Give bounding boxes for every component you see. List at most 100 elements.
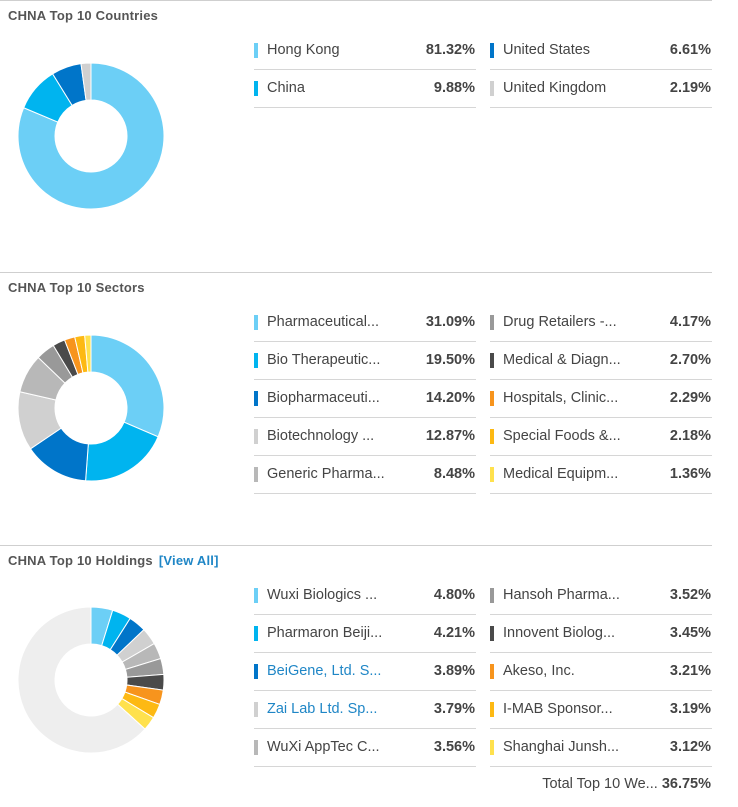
legend-swatch bbox=[254, 43, 258, 58]
legend-swatch bbox=[254, 467, 258, 482]
legend-row: Innovent Biolog... 3.45% bbox=[490, 615, 712, 653]
total-weight: Total Top 10 We... 36.75% bbox=[542, 776, 711, 792]
legend-label: Bio Therapeutic... bbox=[267, 352, 381, 368]
legend-label: China bbox=[267, 80, 305, 96]
legend-value: 4.21% bbox=[433, 625, 475, 641]
holding-link[interactable]: BeiGene, Ltd. S... bbox=[267, 663, 382, 679]
legend-label: Medical Equipm... bbox=[503, 466, 619, 482]
legend-value: 9.88% bbox=[433, 80, 475, 96]
legend-row: Wuxi Biologics ... 4.80% bbox=[254, 577, 476, 615]
legend-row: WuXi AppTec C... 3.56% bbox=[254, 729, 476, 767]
legend-value: 3.12% bbox=[669, 739, 711, 755]
holdings-donut-chart bbox=[17, 606, 165, 754]
legend-label: Generic Pharma... bbox=[267, 466, 385, 482]
legend-value: 3.21% bbox=[669, 663, 711, 679]
legend-swatch bbox=[254, 353, 258, 368]
legend-row-hong-kong: Hong Kong 81.32% bbox=[254, 32, 476, 70]
legend-label: Biotechnology ... bbox=[267, 428, 375, 444]
holdings-title-text: CHNA Top 10 Holdings bbox=[8, 553, 153, 568]
legend-swatch bbox=[490, 43, 494, 58]
donut-slice bbox=[80, 62, 92, 101]
legend-swatch bbox=[490, 315, 494, 330]
legend-label: Wuxi Biologics ... bbox=[267, 587, 378, 603]
legend-value: 2.29% bbox=[669, 390, 711, 406]
holdings-title: CHNA Top 10 Holdings [View All] bbox=[8, 553, 219, 568]
legend-label: United States bbox=[503, 42, 591, 58]
legend-value: 3.79% bbox=[433, 701, 475, 717]
legend-row: Hospitals, Clinic... 2.29% bbox=[490, 380, 712, 418]
legend-value: 3.45% bbox=[669, 625, 711, 641]
legend-value: 3.52% bbox=[669, 587, 711, 603]
section-divider bbox=[0, 545, 712, 546]
legend-value: 31.09% bbox=[425, 314, 475, 330]
donut-slice bbox=[90, 334, 165, 438]
legend-value: 4.80% bbox=[433, 587, 475, 603]
legend-label: Shanghai Junsh... bbox=[503, 739, 620, 755]
legend-swatch bbox=[490, 467, 494, 482]
donut-slice bbox=[84, 334, 92, 373]
legend-row-china: China 9.88% bbox=[254, 70, 476, 108]
legend-label: I-MAB Sponsor... bbox=[503, 701, 613, 717]
section-divider bbox=[0, 0, 712, 1]
legend-value: 8.48% bbox=[433, 466, 475, 482]
sectors-title: CHNA Top 10 Sectors bbox=[8, 280, 145, 295]
total-value: 36.75% bbox=[661, 776, 711, 792]
section-divider bbox=[0, 272, 712, 273]
legend-swatch bbox=[490, 588, 494, 603]
legend-row-united-kingdom: United Kingdom 2.19% bbox=[490, 70, 712, 108]
legend-row: Akeso, Inc. 3.21% bbox=[490, 653, 712, 691]
legend-value: 12.87% bbox=[425, 428, 475, 444]
legend-row: Pharmaceutical... 31.09% bbox=[254, 304, 476, 342]
legend-label: Pharmaceutical... bbox=[267, 314, 380, 330]
legend-row: I-MAB Sponsor... 3.19% bbox=[490, 691, 712, 729]
legend-label: United Kingdom bbox=[503, 80, 607, 96]
legend-swatch bbox=[490, 391, 494, 406]
legend-label: Biopharmaceuti... bbox=[267, 390, 380, 406]
legend-label: WuXi AppTec C... bbox=[267, 739, 380, 755]
legend-value: 3.19% bbox=[669, 701, 711, 717]
legend-value: 2.18% bbox=[669, 428, 711, 444]
legend-row: Pharmaron Beiji... 4.21% bbox=[254, 615, 476, 653]
legend-value: 4.17% bbox=[669, 314, 711, 330]
legend-label: Special Foods &... bbox=[503, 428, 621, 444]
legend-swatch bbox=[254, 702, 258, 717]
legend-value: 2.19% bbox=[669, 80, 711, 96]
legend-swatch bbox=[254, 664, 258, 679]
legend-label: Medical & Diagn... bbox=[503, 352, 621, 368]
legend-label: Innovent Biolog... bbox=[503, 625, 616, 641]
legend-value: 19.50% bbox=[425, 352, 475, 368]
legend-swatch bbox=[254, 429, 258, 444]
legend-value: 2.70% bbox=[669, 352, 711, 368]
legend-row: Medical & Diagn... 2.70% bbox=[490, 342, 712, 380]
legend-swatch bbox=[254, 391, 258, 406]
legend-row: Biotechnology ... 12.87% bbox=[254, 418, 476, 456]
legend-swatch bbox=[490, 353, 494, 368]
legend-swatch bbox=[254, 626, 258, 641]
total-row: Total Top 10 We... 36.75% bbox=[490, 767, 712, 803]
legend-row: Generic Pharma... 8.48% bbox=[254, 456, 476, 494]
legend-row: Medical Equipm... 1.36% bbox=[490, 456, 712, 494]
view-all-link[interactable]: [View All] bbox=[158, 553, 219, 568]
legend-label: Hansoh Pharma... bbox=[503, 587, 620, 603]
legend-swatch bbox=[490, 626, 494, 641]
legend-value: 6.61% bbox=[669, 42, 711, 58]
legend-row: Special Foods &... 2.18% bbox=[490, 418, 712, 456]
legend-value: 3.89% bbox=[433, 663, 475, 679]
legend-value: 3.56% bbox=[433, 739, 475, 755]
legend-row: Hansoh Pharma... 3.52% bbox=[490, 577, 712, 615]
total-label: Total Top 10 We... bbox=[542, 776, 658, 792]
legend-row: Biopharmaceuti... 14.20% bbox=[254, 380, 476, 418]
legend-swatch bbox=[490, 429, 494, 444]
legend-row: Drug Retailers -... 4.17% bbox=[490, 304, 712, 342]
legend-value: 1.36% bbox=[669, 466, 711, 482]
legend-swatch bbox=[490, 740, 494, 755]
legend-swatch bbox=[254, 740, 258, 755]
legend-row: Bio Therapeutic... 19.50% bbox=[254, 342, 476, 380]
legend-label: Hong Kong bbox=[267, 42, 340, 58]
legend-row: Zai Lab Ltd. Sp... 3.79% bbox=[254, 691, 476, 729]
legend-swatch bbox=[490, 664, 494, 679]
legend-row: Shanghai Junsh... 3.12% bbox=[490, 729, 712, 767]
holding-link[interactable]: Zai Lab Ltd. Sp... bbox=[267, 701, 378, 717]
countries-title: CHNA Top 10 Countries bbox=[8, 8, 159, 23]
donut-slice bbox=[17, 606, 146, 754]
